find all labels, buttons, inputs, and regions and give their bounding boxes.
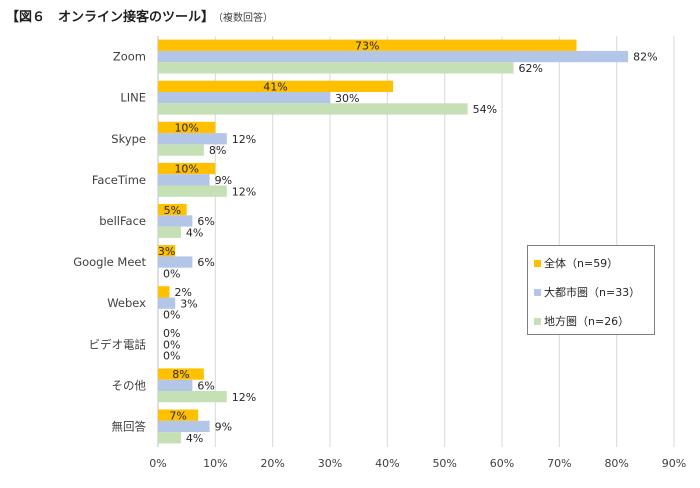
x-tick-label: 30% [318,457,342,470]
category-label: FaceTime [92,173,146,187]
x-tick-label: 20% [260,457,284,470]
category-label: ビデオ電話 [89,337,147,351]
bar-regional [158,391,227,403]
data-label-all: 3% [158,245,175,258]
legend-label-metro: 大都市圏（n=33） [544,286,641,299]
data-label-metro: 30% [335,92,359,105]
bar-all [158,409,199,421]
legend-item-all: 全体（n=59） [534,255,618,271]
x-tick-label: 60% [490,457,514,470]
bar-metro [158,297,176,309]
bar-regional [158,144,204,156]
category-label: その他 [112,378,147,392]
bar-metro [158,92,330,104]
data-label-all: 7% [169,409,186,422]
category-label: Zoom [113,50,146,64]
data-label-regional: 8% [209,144,226,157]
bar-metro [158,256,193,268]
legend-label-regional: 地方圏（n=26） [544,315,630,328]
data-label-regional: 62% [518,62,542,75]
data-label-all: 10% [174,163,198,176]
data-label-metro: 9% [215,174,232,187]
x-tick-label: 50% [432,457,456,470]
category-label: Skype [111,132,146,146]
bar-all [158,204,187,216]
bar-all [158,121,216,134]
category-label: LINE [120,91,146,105]
data-label-all: 0% [163,327,180,340]
bar-metro [158,379,193,391]
data-label-regional: 12% [232,391,256,404]
bar-metro [158,133,227,145]
data-label-regional: 4% [186,226,203,239]
data-label-metro: 9% [215,421,232,434]
bar-all [158,162,216,175]
data-label-metro: 3% [180,297,197,310]
data-label-regional: 12% [232,185,256,198]
x-tick-label: 40% [375,457,399,470]
data-label-all: 41% [263,81,287,94]
data-label-metro: 82% [633,51,657,64]
data-label-metro: 0% [163,338,180,351]
data-label-metro: 6% [197,380,214,393]
bar-all [158,245,176,257]
bar-all [158,368,204,380]
legend-swatch-metro [534,288,541,296]
data-label-all: 8% [172,368,189,381]
bar-metro [158,50,629,63]
data-label-regional: 0% [163,350,180,363]
data-label-metro: 6% [197,256,214,269]
title-text: 【図６ オンライン接客のツール】 [6,10,215,25]
data-label-metro: 12% [232,133,256,146]
data-label-all: 73% [355,39,379,52]
data-label-all: 2% [174,286,191,299]
x-tick-label: 70% [547,457,571,470]
bar-all [158,80,394,92]
bar-regional [158,226,181,238]
title-note: （複数回答） [218,13,274,24]
bar-metro [158,215,193,227]
legend-label-all: 全体（n=59） [544,257,619,270]
bar-all [158,286,170,298]
legend-item-regional: 地方圏（n=26） [534,313,629,329]
data-label-all: 5% [164,204,181,217]
category-label: Google Meet [73,255,146,269]
x-tick-label: 0% [149,457,166,470]
bar-regional [158,62,514,74]
data-label-regional: 0% [163,309,180,322]
x-tick-label: 80% [604,457,628,470]
chart-title: 【図６ オンライン接客のツール】 （複数回答） [6,6,273,25]
bar-metro [158,174,210,186]
category-label: bellFace [99,214,146,228]
legend: 全体（n=59） 大都市圏（n=33） 地方圏（n=26） [527,245,655,335]
bar-regional [158,103,468,115]
bar-regional [158,185,227,197]
data-label-regional: 4% [186,432,203,445]
legend-swatch-all [534,259,541,267]
data-label-regional: 54% [473,103,497,116]
legend-item-metro: 大都市圏（n=33） [534,284,640,300]
category-label: Webex [107,296,146,310]
category-label: 無回答 [112,419,147,433]
legend-swatch-regional [534,317,541,325]
data-label-all: 10% [174,122,198,135]
bar-all [158,39,577,51]
data-label-metro: 6% [197,215,214,228]
bar-metro [158,420,210,433]
x-tick-label: 10% [203,457,227,470]
bar-regional [158,432,181,444]
x-tick-label: 90% [662,457,686,470]
data-label-regional: 0% [163,268,180,281]
